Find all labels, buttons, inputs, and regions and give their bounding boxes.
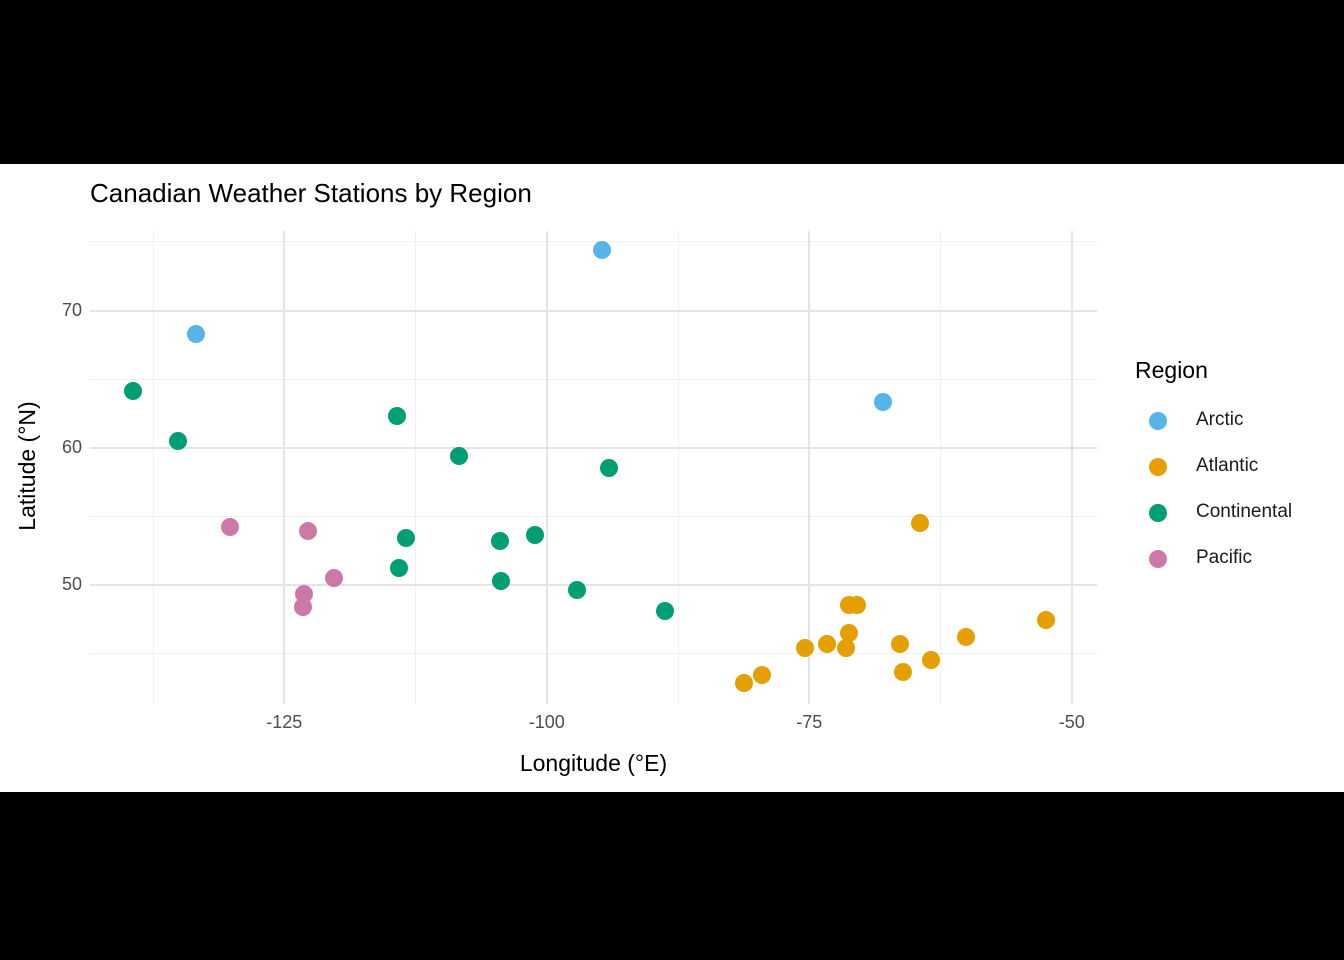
data-point-continental	[526, 526, 545, 545]
data-point-atlantic	[735, 674, 754, 693]
data-point-pacific	[294, 597, 313, 616]
data-point-continental	[490, 531, 509, 550]
data-point-atlantic	[840, 623, 859, 642]
gridline-y-minor	[90, 652, 1097, 654]
data-point-atlantic	[893, 663, 912, 682]
data-point-atlantic	[847, 596, 866, 615]
data-point-atlantic	[910, 514, 929, 533]
data-point-atlantic	[890, 634, 909, 653]
data-point-arctic	[593, 241, 612, 260]
data-point-arctic	[873, 393, 892, 412]
gridline-x-minor	[152, 231, 154, 704]
x-tick-label: -50	[1058, 712, 1085, 732]
legend-key-dot	[1149, 550, 1167, 568]
data-point-atlantic	[818, 634, 837, 653]
legend-item-arctic: Arctic	[1135, 398, 1344, 444]
chart-figure: Canadian Weather Stations by Region 50 60…	[0, 164, 1344, 792]
data-point-continental	[169, 431, 188, 450]
y-tick-label: 60	[61, 436, 82, 457]
gridline-y-minor	[90, 378, 1097, 380]
gridline-x-major	[1070, 231, 1073, 704]
data-point-pacific	[324, 568, 343, 587]
data-point-atlantic	[1036, 611, 1055, 630]
legend-item-label: Pacific	[1196, 547, 1252, 568]
data-point-continental	[599, 459, 618, 478]
gridline-y-minor	[90, 515, 1097, 517]
legend-item-atlantic: Atlantic	[1135, 444, 1344, 490]
x-axis-title: Longitude (°E)	[519, 750, 668, 776]
data-point-pacific	[220, 518, 239, 537]
plot-panel	[90, 231, 1097, 704]
chart-title: Canadian Weather Stations by Region	[90, 178, 532, 208]
y-tick-label: 50	[61, 573, 82, 594]
gridline-y-major	[90, 446, 1097, 449]
data-point-arctic	[187, 324, 206, 343]
data-point-continental	[568, 581, 587, 600]
data-point-atlantic	[837, 638, 856, 657]
legend-key-dot	[1149, 412, 1167, 430]
legend-key-dot	[1149, 458, 1167, 476]
data-point-continental	[449, 446, 468, 465]
y-axis-title: Latitude (°N)	[14, 401, 40, 531]
legend-item-continental: Continental	[1135, 490, 1344, 536]
gridline-x-minor	[940, 231, 942, 704]
data-point-continental	[389, 559, 408, 578]
legend-item-label: Continental	[1196, 501, 1293, 522]
data-point-continental	[397, 529, 416, 548]
data-point-continental	[656, 601, 675, 620]
gridline-x-minor	[677, 231, 679, 704]
gridline-y-major	[90, 309, 1097, 312]
legend-item-pacific: Pacific	[1135, 536, 1344, 582]
x-tick-label: -75	[796, 712, 823, 732]
data-point-atlantic	[956, 627, 975, 646]
legend-item-label: Arctic	[1196, 409, 1244, 430]
gridline-x-major	[283, 231, 286, 704]
gridline-x-minor	[415, 231, 417, 704]
data-point-continental	[387, 407, 406, 426]
gridline-x-major	[808, 231, 811, 704]
legend-item-label: Atlantic	[1196, 455, 1259, 476]
x-tick-label: -100	[528, 712, 565, 732]
gridline-y-major	[90, 583, 1097, 586]
data-point-atlantic	[753, 666, 772, 685]
data-point-atlantic	[796, 638, 815, 657]
data-point-atlantic	[922, 651, 941, 670]
x-tick-label: -125	[266, 712, 303, 732]
gridline-x-major	[545, 231, 548, 704]
y-tick-label: 70	[61, 299, 82, 320]
legend-key-dot	[1149, 504, 1167, 522]
data-point-pacific	[299, 522, 318, 541]
data-point-continental	[491, 571, 510, 590]
gridline-y-minor	[90, 241, 1097, 243]
legend-title: Region	[1135, 357, 1208, 383]
data-point-continental	[124, 382, 143, 401]
